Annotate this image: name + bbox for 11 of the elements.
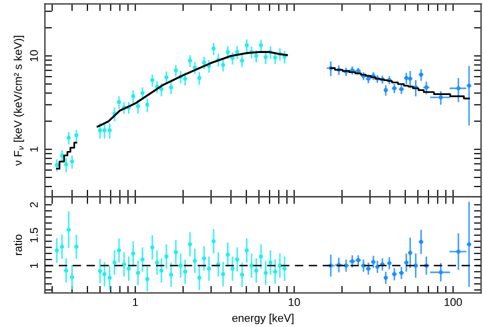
x-tick-label: 1	[133, 298, 138, 306]
y-tick-label: 10	[30, 50, 38, 62]
y-axis-title: ratio	[14, 234, 22, 255]
y-tick-label: 2	[30, 202, 38, 208]
x-axis-title: energy [keV]	[232, 314, 294, 324]
y-tick-label: 1.5	[30, 228, 38, 242]
x-tick-label: 100	[444, 298, 462, 306]
x-tick-label: 10	[288, 298, 300, 306]
y-tick-label: 1	[30, 263, 38, 268]
y-tick-label: 1	[30, 146, 38, 152]
y-axis-title: ν F$_{ν}$ [keV (keV/cm² s keV)]	[14, 36, 24, 166]
